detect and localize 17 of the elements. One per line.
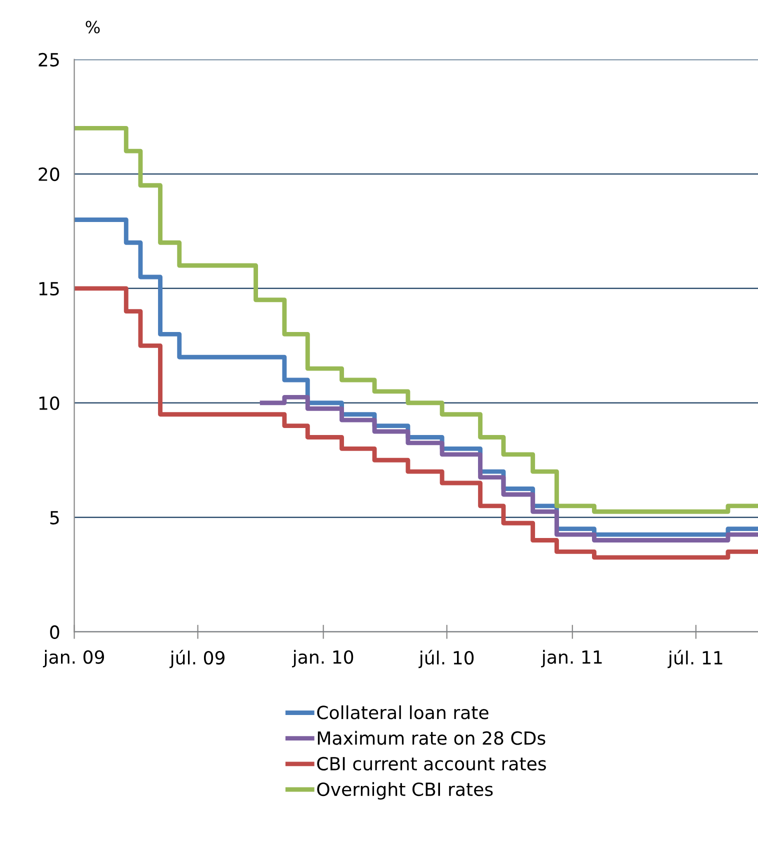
legend-label: Overnight CBI rates (317, 782, 493, 800)
y-tick-label: 15 (39, 282, 59, 296)
x-tick-label: júl. 09 (170, 650, 224, 668)
y-tick-label: 20 (38, 167, 60, 182)
x-tick-label: júl. 10 (418, 650, 474, 668)
y-tick-label: 10 (39, 396, 60, 410)
y-tick-label: 25 (38, 52, 59, 67)
x-tick-label: jan. 11 (541, 650, 602, 668)
y-axis-title: % (86, 20, 100, 34)
x-tick-label: júl. 11 (668, 650, 722, 668)
x-tick-label: jan. 09 (42, 650, 104, 668)
y-tick-label: 0 (50, 625, 60, 639)
y-tick-label: 5 (50, 511, 59, 524)
legend-label: Maximum rate on 28 CDs (318, 730, 546, 745)
legend-label: CBI current account rates (317, 756, 546, 771)
x-tick-label: jan. 10 (292, 650, 354, 668)
legend-label: Collateral loan rate (317, 705, 488, 720)
